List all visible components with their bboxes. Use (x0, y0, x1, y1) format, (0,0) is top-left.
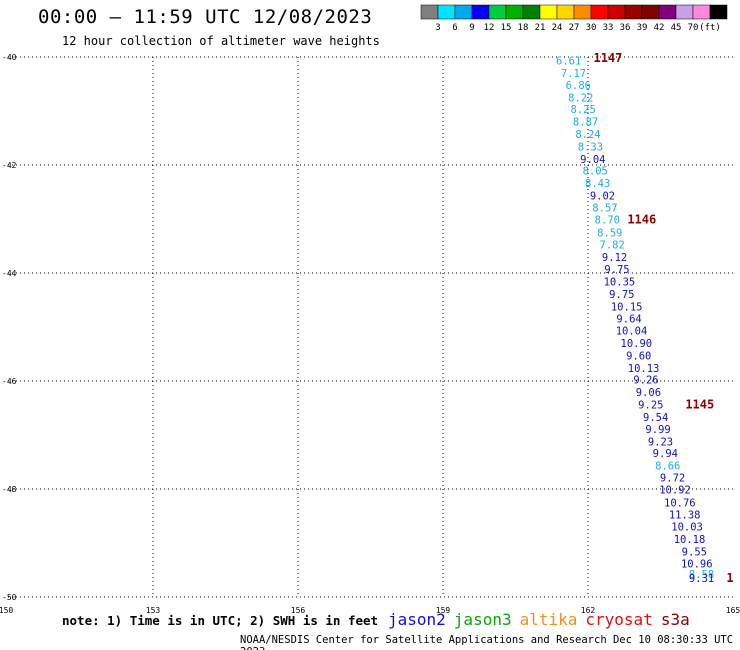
color-scale-label: 24 (552, 23, 563, 33)
color-scale-label: 3 (435, 23, 440, 33)
x-tick-label: 150 (0, 606, 13, 615)
credit-text: NOAA/NESDIS Center for Satellite Applica… (240, 634, 734, 650)
swh-value-label: 10.18 (674, 534, 706, 546)
swh-value-label: 9.75 (604, 264, 629, 276)
swh-value-label: 10.92 (659, 484, 691, 496)
swh-value-label: 9.60 (626, 350, 651, 362)
swh-value-label: 9.99 (645, 424, 670, 436)
swh-value-label: 9.25 (638, 400, 663, 412)
time-annotation: 1147 (594, 51, 623, 65)
color-scale-label: 30 (586, 23, 597, 33)
swh-value-label: 9.94 (653, 448, 678, 460)
swh-value-label: 9.75 (609, 289, 634, 301)
swh-value-label: 11.38 (669, 510, 701, 522)
color-scale-label: 42 (654, 23, 665, 33)
swh-value-label: 8.57 (592, 202, 617, 214)
swh-value-label: 9.55 (682, 546, 707, 558)
chart-title: 00:00 – 11:59 UTC 12/08/2023 (38, 6, 373, 28)
y-tick-label: -48 (2, 485, 17, 494)
color-scale-label: 9 (469, 23, 474, 33)
swh-value-label: 9.54 (643, 412, 668, 424)
swh-value-label: 8.87 (573, 117, 598, 129)
swh-value-label: 8.33 (578, 141, 603, 153)
color-scale-label: 12 (484, 23, 495, 33)
swh-value-label: 8.05 (583, 166, 608, 178)
swh-value-label: 9.31 (689, 573, 714, 585)
color-scale-label: (ft) (699, 23, 721, 33)
swh-value-label: 8.66 (655, 461, 680, 473)
satellite-legend-item: jason3 (453, 610, 512, 629)
swh-value-label: 9.23 (648, 436, 673, 448)
swh-value-label: 9.64 (616, 314, 641, 326)
color-scale-label: 27 (569, 23, 580, 33)
y-tick-label: -50 (2, 593, 17, 602)
time-annotation: 1145 (685, 398, 714, 412)
swh-value-label: 8.59 (597, 227, 622, 239)
color-scale-label: 21 (535, 23, 546, 33)
satellite-legend-item: altika (519, 610, 578, 629)
satellite-legend-item: s3a (660, 610, 690, 629)
color-scale-label: 36 (620, 23, 631, 33)
y-tick-label: -44 (2, 269, 17, 278)
satellite-legend-item: cryosat (585, 610, 653, 629)
color-scale-label: 15 (501, 23, 512, 33)
swh-value-label: 8.58 (689, 569, 714, 581)
swh-value-label: 8.24 (575, 129, 600, 141)
x-tick-label: 165 (726, 606, 740, 615)
swh-value-label: 8.25 (571, 104, 596, 116)
x-tick-label: 156 (291, 606, 306, 615)
color-swatch (709, 4, 728, 20)
note-text: note: 1) Time is in UTC; 2) SWH is in fe… (62, 613, 379, 628)
swh-value-label: 10.15 (611, 301, 643, 313)
swh-value-label: 10.90 (621, 338, 653, 350)
color-scale-label: 33 (603, 23, 614, 33)
swh-value-label: 7.17 (561, 68, 586, 80)
swh-value-label: 8.70 (595, 214, 620, 226)
color-scale-label: 18 (518, 23, 529, 33)
time-annotation: 1146 (627, 212, 656, 226)
swh-value-label: 6.86 (566, 80, 591, 92)
x-tick-label: 162 (581, 606, 596, 615)
color-scale-legend: 3 6 9 12 15 18 21 24 27 30 33 36 39 42 45 70 (ft) (420, 4, 728, 33)
swh-value-label: 9.06 (636, 387, 661, 399)
y-tick-label: -46 (2, 377, 17, 386)
swh-value-label: 9.72 (660, 472, 685, 484)
swh-value-label: 9.02 (590, 191, 615, 203)
swh-value-label: 8.43 (585, 178, 610, 190)
swh-value-label: 10.35 (604, 276, 636, 288)
swh-value-label: 10.76 (664, 497, 696, 509)
time-annotation: 1 (726, 571, 733, 585)
color-scale-label: 70 (688, 23, 699, 33)
swh-value-label: 10.13 (628, 363, 660, 375)
color-scale-label: 45 (671, 23, 682, 33)
swh-value-label: 10.96 (681, 558, 713, 570)
x-tick-label: 159 (436, 606, 451, 615)
color-scale-label: 39 (637, 23, 648, 33)
swh-value-label: 10.03 (671, 522, 703, 534)
satellite-legend-item: jason2 (388, 610, 446, 629)
x-tick-label: 153 (146, 606, 161, 615)
swh-value-label: 8.22 (568, 92, 593, 104)
swh-value-label: 9.04 (580, 154, 605, 166)
swh-value-label: 9.12 (602, 252, 627, 264)
swh-value-label: 6.61 (556, 56, 581, 68)
y-tick-label: -40 (2, 53, 17, 62)
swh-value-label: 7.82 (600, 240, 625, 252)
swh-value-label: 9.26 (633, 375, 658, 387)
color-scale-label: 6 (452, 23, 457, 33)
satellite-legend: jason2 jason3 altika cryosat s3a (388, 610, 698, 629)
y-tick-label: -42 (2, 161, 17, 170)
chart-subtitle: 12 hour collection of altimeter wave hei… (62, 34, 380, 48)
swh-value-label: 10.04 (616, 326, 648, 338)
